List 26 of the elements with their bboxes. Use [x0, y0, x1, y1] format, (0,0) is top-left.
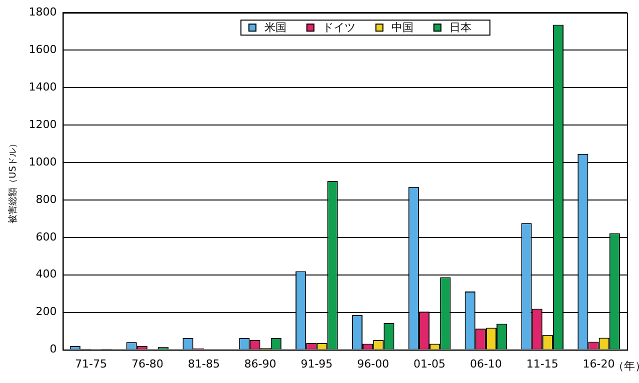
x-tick-label: 81-85: [188, 357, 220, 370]
legend-label: 日本: [449, 20, 472, 34]
legend-label: 中国: [391, 20, 414, 34]
y-tick-label: 0: [50, 342, 57, 356]
legend-label: ドイツ: [322, 20, 356, 34]
x-tick-label: 16-20: [582, 357, 615, 370]
x-tick-label: 76-80: [131, 357, 164, 370]
y-tick-label: 1800: [28, 5, 57, 18]
legend-label: 米国: [264, 20, 286, 34]
y-tick-label: 600: [36, 230, 57, 244]
x-tick-label: 86-90: [244, 357, 276, 370]
x-tick-label: 01-05: [414, 357, 446, 370]
y-tick-label: 1200: [28, 118, 57, 131]
y-tick-label: 800: [36, 192, 57, 206]
y-tick-label: 400: [36, 268, 57, 281]
y-tick-label: 200: [36, 305, 57, 318]
x-tick-label: 91-95: [300, 357, 333, 370]
x-axis-title: （年）: [613, 360, 639, 373]
y-tick-label: 1400: [28, 80, 57, 94]
y-tick-label: 1600: [28, 42, 57, 56]
y-tick-label: 1000: [28, 155, 57, 168]
x-tick-label: 11-15: [526, 357, 558, 370]
x-tick-label: 71-75: [75, 357, 107, 370]
y-axis-title: 被害総額（USドル）: [8, 139, 19, 224]
x-tick-label: 06-10: [470, 357, 502, 370]
x-tick-label: 96-00: [357, 357, 390, 370]
